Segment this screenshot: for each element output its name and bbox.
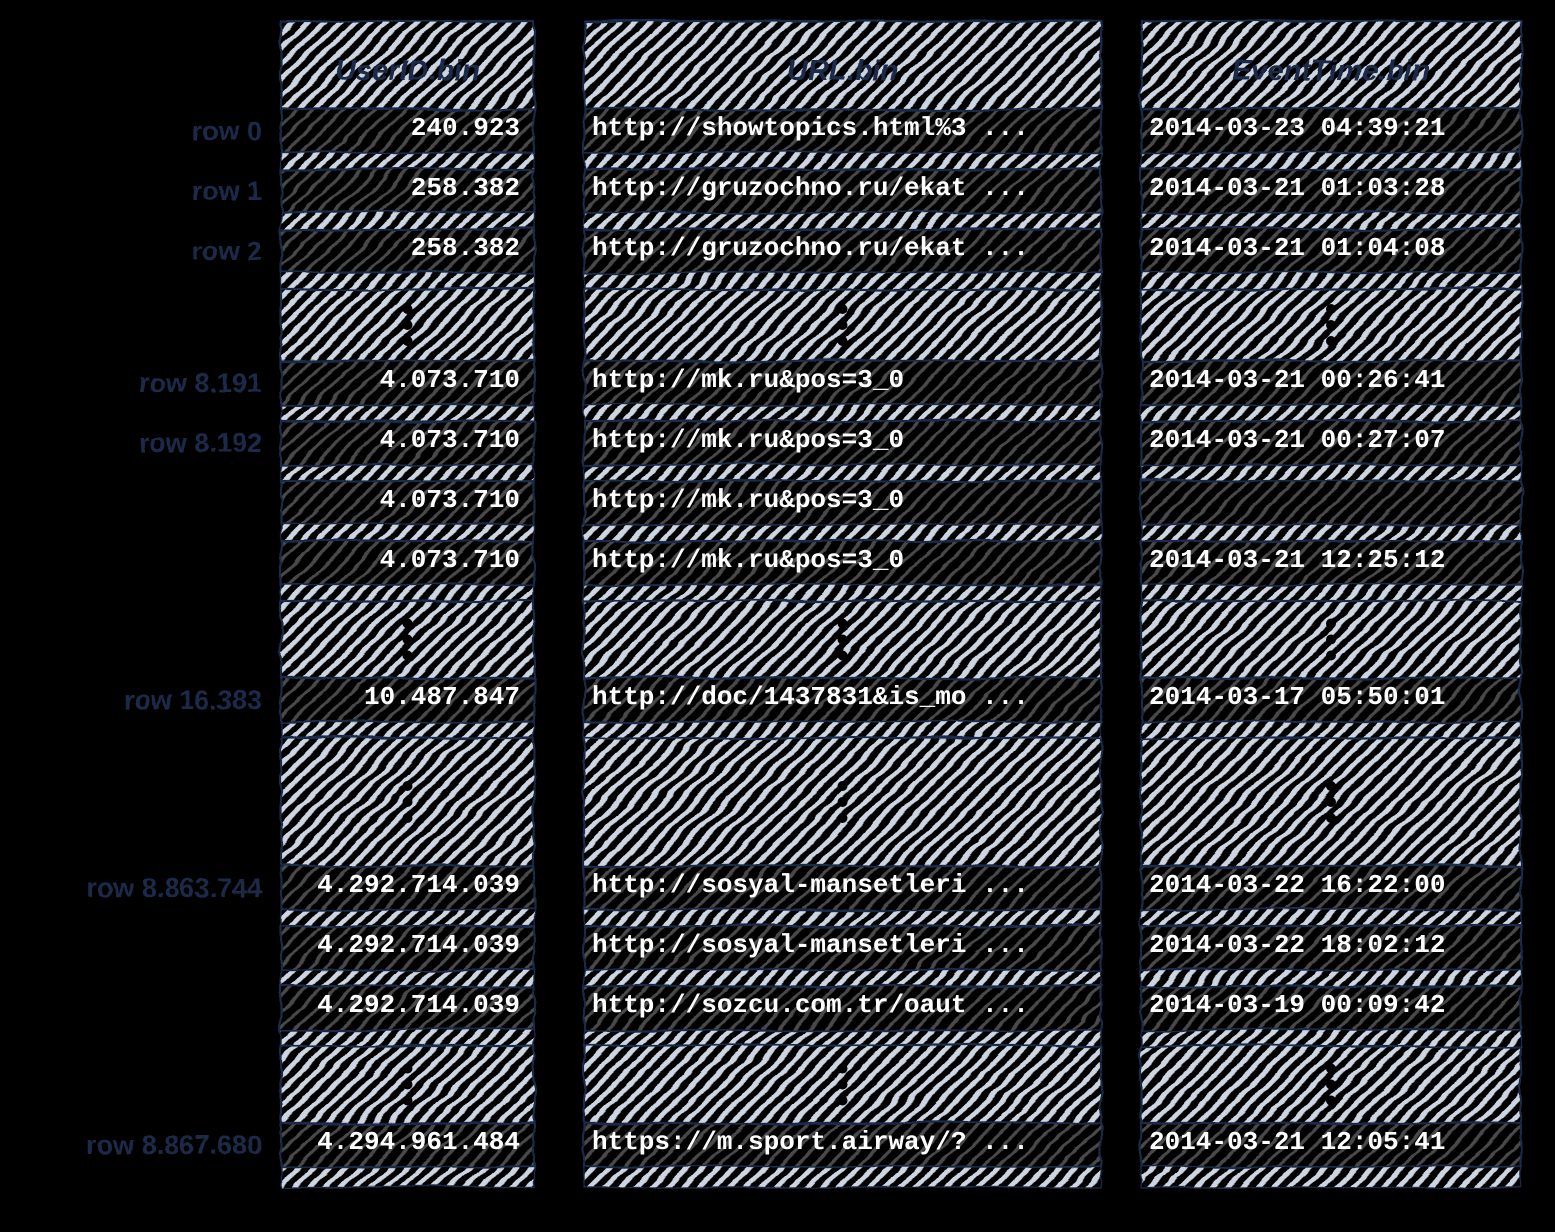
svg-text:row 8.867.680: row 8.867.680	[86, 1130, 262, 1160]
svg-text:row 8.192: row 8.192	[139, 428, 262, 458]
svg-text:EventTime.bin: EventTime.bin	[1232, 55, 1430, 87]
svg-text:row 0: row 0	[191, 116, 262, 146]
svg-text:row 8.863.744: row 8.863.744	[86, 873, 262, 903]
svg-text:row 8.191: row 8.191	[139, 368, 262, 398]
svg-text:UserID.bin: UserID.bin	[335, 55, 480, 87]
svg-text:row 16.383: row 16.383	[124, 685, 262, 715]
svg-text:row 2: row 2	[191, 236, 262, 266]
svg-text:URL.bin: URL.bin	[787, 55, 898, 87]
svg-text:row 1: row 1	[191, 176, 262, 206]
